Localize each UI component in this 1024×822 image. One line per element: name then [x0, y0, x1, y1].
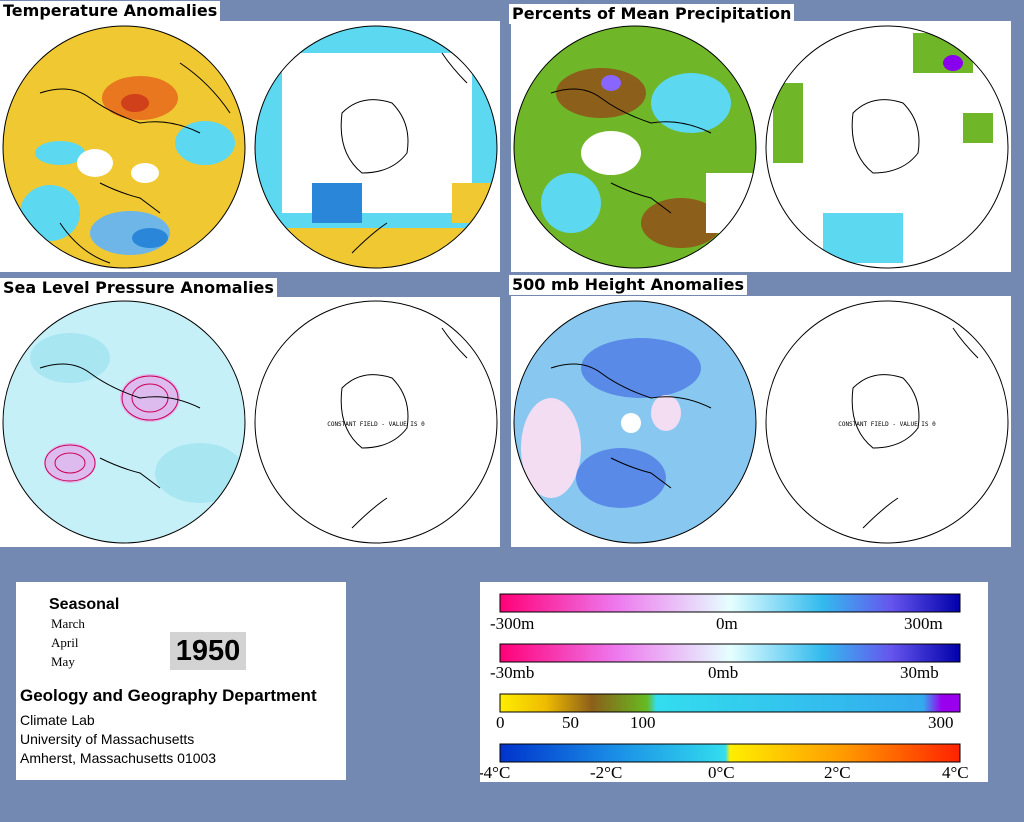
pressure-min-label: -30mb [490, 663, 534, 682]
height-map-north [513, 300, 757, 544]
temp-tick-m2: -2°C [590, 763, 622, 782]
height-title: 500 mb Height Anomalies [509, 275, 748, 295]
precipitation-title: Percents of Mean Precipitation [509, 4, 795, 24]
info-line-3: Amherst, Massachusetts 01003 [20, 750, 217, 766]
season-label: Seasonal [49, 596, 120, 613]
precip-tick-0: 0 [496, 713, 505, 732]
legend-box: -300m 0m 300m -30mb 0mb 30mb 0 50 100 30… [480, 582, 988, 782]
slp-map-north [2, 300, 246, 544]
height-panel: CONSTANT FIELD - VALUE IS 0 [511, 296, 1011, 547]
slp-constant-label: CONSTANT FIELD - VALUE IS 0 [327, 421, 425, 428]
slp-map-south: CONSTANT FIELD - VALUE IS 0 [254, 300, 498, 544]
temp-tick-0: 0°C [708, 763, 735, 782]
precip-color-bar [499, 693, 961, 713]
legend-scales: -300m 0m 300m -30mb 0mb 30mb 0 50 100 30… [480, 593, 969, 782]
precipitation-panel [511, 21, 1011, 272]
month-2: April [51, 635, 79, 650]
info-box: Seasonal March April May 1950 Geology an… [16, 582, 346, 780]
pressure-color-bar [499, 643, 961, 663]
month-3: May [51, 654, 75, 669]
slp-panel: CONSTANT FIELD - VALUE IS 0 [0, 297, 500, 547]
temperature-map-south [254, 25, 498, 269]
info-line-2: University of Massachusetts [20, 731, 195, 747]
precip-tick-300: 300 [928, 713, 954, 732]
height-mid-label: 0m [716, 614, 738, 633]
precip-tick-50: 50 [562, 713, 579, 732]
temp-tick-m4: -4°C [480, 763, 510, 782]
temp-tick-2: 2°C [824, 763, 851, 782]
height-map-south: CONSTANT FIELD - VALUE IS 0 [765, 300, 1009, 544]
height-max-label: 300m [904, 614, 943, 633]
temperature-panel [0, 21, 500, 272]
height-min-label: -300m [490, 614, 534, 633]
temperature-map-north [2, 25, 246, 269]
precipitation-map-south [765, 25, 1009, 269]
year-label: 1950 [170, 632, 246, 670]
precip-tick-100: 100 [630, 713, 656, 732]
height-color-bar [499, 593, 961, 613]
temp-color-bar [499, 743, 961, 763]
pressure-mid-label: 0mb [708, 663, 738, 682]
info-line-1: Climate Lab [20, 712, 95, 728]
precipitation-map-north [513, 25, 757, 269]
temp-tick-4: 4°C [942, 763, 969, 782]
temperature-title: Temperature Anomalies [0, 1, 221, 21]
slp-title: Sea Level Pressure Anomalies [0, 278, 277, 298]
pressure-max-label: 30mb [900, 663, 939, 682]
month-1: March [51, 616, 85, 631]
height-constant-label: CONSTANT FIELD - VALUE IS 0 [838, 421, 936, 428]
department-label: Geology and Geography Department [20, 686, 317, 705]
